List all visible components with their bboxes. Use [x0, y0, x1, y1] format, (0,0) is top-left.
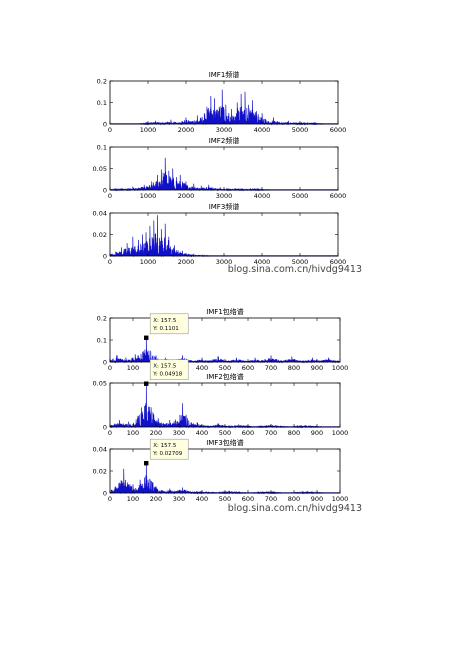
watermark-bottom: blog.sina.com.cn/hivdg9413	[228, 503, 362, 514]
chart1-title: IMF1频谱	[209, 70, 240, 79]
chart2-xtick-label-1: 1000	[140, 192, 157, 200]
chart6-xtick-label-0: 0	[108, 495, 112, 503]
chart4-series	[109, 337, 341, 364]
chart2-axes-box	[109, 146, 339, 191]
chart4-xtick-label-9: 900	[311, 364, 323, 372]
chart4-ytick-label-2: 0.2	[97, 315, 107, 323]
chart1-xtick-label-1: 1000	[140, 126, 157, 134]
chart1-xtick-label-3: 3000	[216, 126, 233, 134]
chart6-xtick-label-1: 100	[127, 495, 139, 503]
chart3-xtick-label-2: 2000	[178, 258, 195, 266]
chart6-ytick-label-2: 0.04	[93, 446, 107, 454]
chart6-xtick-label-4: 400	[196, 495, 208, 503]
chart4-datatip-y: Y: 0.1101	[152, 326, 178, 332]
chart1-ytick-label-2: 0.2	[97, 78, 107, 86]
chart4-xtick-label-5: 500	[219, 364, 231, 372]
chart5-xtick-label-0: 0	[108, 429, 112, 437]
chart2-ytick-label-2: 0.1	[97, 144, 107, 152]
chart6-datatip-y: Y: 0.02709	[152, 451, 182, 457]
chart5-ytick-label-0: 0	[103, 424, 107, 432]
chart4-ytick-label-0: 0	[103, 359, 107, 367]
chart5-xtick-label-7: 700	[265, 429, 277, 437]
chart5-ytick-label-1: 0.05	[93, 380, 107, 388]
chart6-xtick-label-2: 200	[150, 495, 162, 503]
chart3-xtick-label-4: 4000	[254, 258, 271, 266]
chart4-datatip-box	[149, 313, 189, 335]
chart1-xtick-label-2: 2000	[178, 126, 195, 134]
chart3-series	[109, 215, 339, 258]
chart3-ytick-label-2: 0.04	[93, 210, 107, 218]
chart5-datatip-y: Y: 0.04918	[152, 372, 182, 378]
chart1-xtick-label-4: 4000	[254, 126, 271, 134]
chart4-xtick-label-0: 0	[108, 364, 112, 372]
chart1-ytick-label-1: 0.1	[97, 99, 107, 107]
chart2-xtick-label-0: 0	[108, 192, 112, 200]
chart5-xtick-label-2: 200	[150, 429, 162, 437]
chart1-xtick-label-5: 5000	[292, 126, 309, 134]
chart3-xtick-label-1: 1000	[140, 258, 157, 266]
chart2-xtick-label-3: 3000	[216, 192, 233, 200]
chart4-datatip-x: X: 157.5	[153, 318, 177, 324]
chart6-datatip-marker	[144, 461, 149, 466]
chart5-datatip-x: X: 157.5	[153, 364, 177, 370]
chart2-xtick-label-2: 2000	[178, 192, 195, 200]
chart4-xtick-label-7: 700	[265, 364, 277, 372]
chart5-xtick-label-3: 300	[173, 429, 185, 437]
chart4-title: IMF1包络谱	[206, 307, 244, 316]
chart3-xtick-label-3: 3000	[216, 258, 233, 266]
chart1-xtick-label-0: 0	[108, 126, 112, 134]
chart5-series	[109, 383, 341, 429]
chart6-series	[109, 463, 341, 495]
chart4-xtick-label-10: 1000	[332, 364, 349, 372]
chart1-series	[109, 89, 339, 126]
chart4-xtick-label-8: 800	[288, 364, 300, 372]
chart2-title: IMF2频谱	[209, 136, 240, 145]
chart6-xtick-label-5: 500	[219, 495, 231, 503]
chart3-ytick-label-1: 0.02	[93, 231, 107, 239]
chart6-xtick-label-6: 600	[242, 495, 254, 503]
chart5-title: IMF2包络谱	[206, 372, 244, 381]
chart6-xtick-label-10: 1000	[332, 495, 349, 503]
chart6-datatip-box	[149, 438, 189, 460]
chart5-xtick-label-9: 900	[311, 429, 323, 437]
chart6-xtick-label-3: 300	[173, 495, 185, 503]
chart6-ytick-label-0: 0	[103, 490, 107, 498]
chart3-xtick-label-0: 0	[108, 258, 112, 266]
chart5-xtick-label-4: 400	[196, 429, 208, 437]
chart3-title: IMF3频谱	[209, 202, 240, 211]
chart2-xtick-label-6: 6000	[330, 192, 347, 200]
chart4-xtick-label-4: 400	[196, 364, 208, 372]
chart1-xtick-label-6: 6000	[330, 126, 347, 134]
chart6-ytick-label-1: 0.02	[93, 468, 107, 476]
chart3-ytick-label-0: 0	[103, 253, 107, 261]
chart5-datatip-box	[149, 359, 189, 381]
watermark-top: blog.sina.com.cn/hivdg9413	[228, 264, 362, 275]
chart2-ytick-label-1: 0.05	[93, 165, 107, 173]
chart5-xtick-label-8: 800	[288, 429, 300, 437]
chart1-ytick-label-0: 0	[103, 121, 107, 129]
chart5-xtick-label-6: 600	[242, 429, 254, 437]
chart2-ytick-label-0: 0	[103, 187, 107, 195]
chart4-xtick-label-1: 100	[127, 364, 139, 372]
chart5-datatip-marker	[144, 381, 149, 386]
chart2-xtick-label-4: 4000	[254, 192, 271, 200]
chart3-xtick-label-6: 6000	[330, 258, 347, 266]
chart6-title: IMF3包络谱	[206, 438, 244, 447]
chart5-xtick-label-10: 1000	[332, 429, 349, 437]
chart2-series	[109, 157, 339, 192]
chart6-xtick-label-9: 900	[311, 495, 323, 503]
chart6-xtick-label-7: 700	[265, 495, 277, 503]
chart6-datatip-x: X: 157.5	[153, 443, 177, 449]
chart4-datatip-marker	[144, 335, 149, 340]
chart5-xtick-label-5: 500	[219, 429, 231, 437]
chart5-xtick-label-1: 100	[127, 429, 139, 437]
chart4-xtick-label-6: 600	[242, 364, 254, 372]
chart6-xtick-label-8: 800	[288, 495, 300, 503]
chart2-xtick-label-5: 5000	[292, 192, 309, 200]
chart3-xtick-label-5: 5000	[292, 258, 309, 266]
chart4-ytick-label-1: 0.1	[97, 337, 107, 345]
